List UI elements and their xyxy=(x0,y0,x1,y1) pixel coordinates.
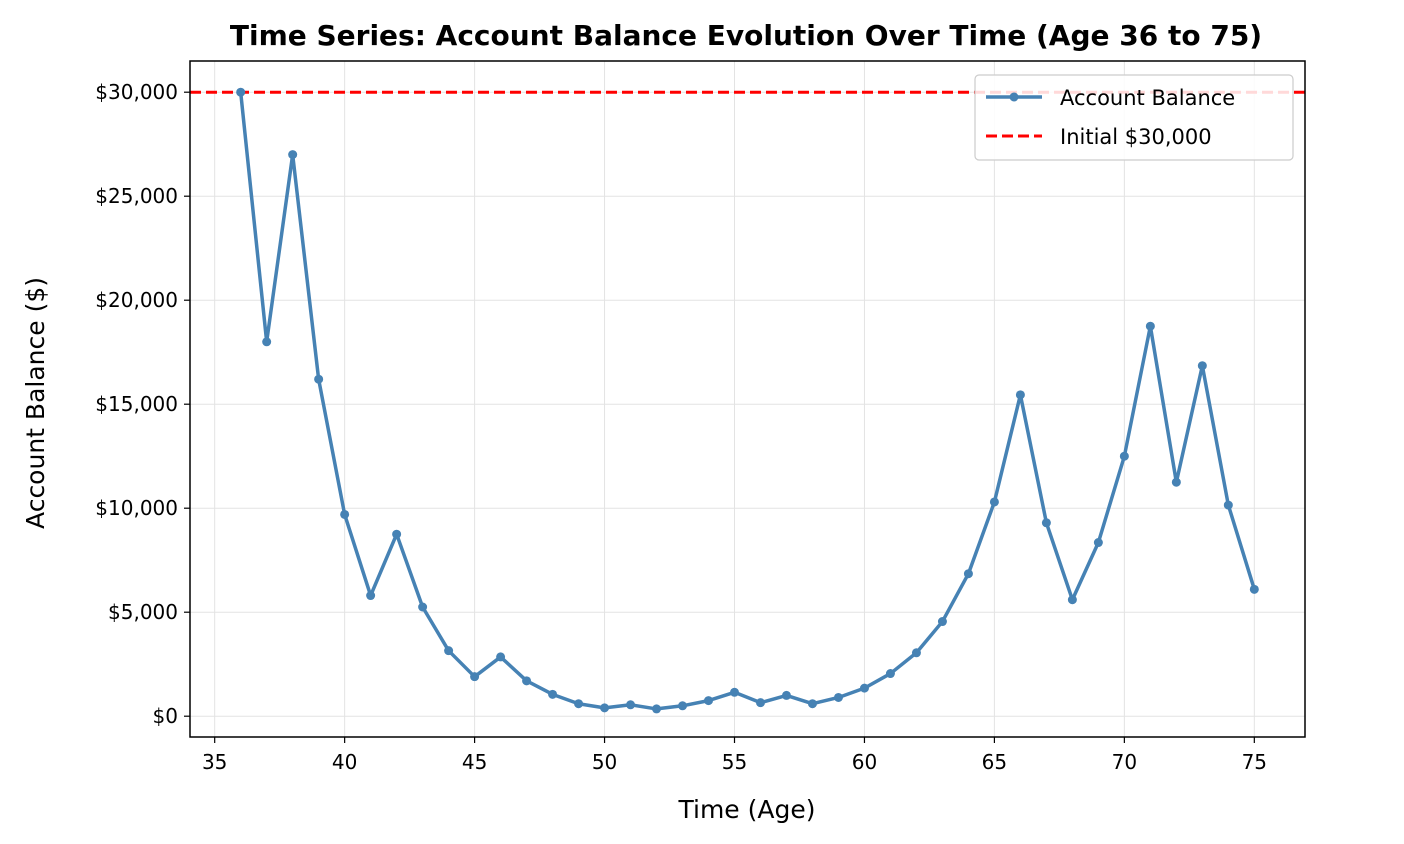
data-point xyxy=(314,374,324,384)
x-axis-ticks: 35 40 45 50 55 60 65 70 75 xyxy=(202,737,1267,774)
grid-layer xyxy=(190,61,1305,737)
data-point xyxy=(470,672,480,682)
y-tick-label: $10,000 xyxy=(95,496,178,520)
data-point xyxy=(781,690,791,700)
chart-title: Time Series: Account Balance Evolution O… xyxy=(230,19,1262,52)
data-point xyxy=(392,529,402,539)
data-point xyxy=(262,337,272,347)
x-tick-label: 70 xyxy=(1112,750,1137,774)
x-tick-label: 55 xyxy=(722,750,747,774)
data-point xyxy=(678,701,688,711)
x-tick-label: 75 xyxy=(1242,750,1267,774)
data-point xyxy=(730,687,740,697)
plot-frame xyxy=(189,60,1306,738)
data-point xyxy=(833,692,843,702)
data-point xyxy=(1015,390,1025,400)
y-tick-label: $25,000 xyxy=(95,184,178,208)
data-point xyxy=(418,602,428,612)
data-point xyxy=(444,646,454,656)
x-tick-label: 45 xyxy=(462,750,487,774)
legend-marker-account-balance xyxy=(1009,92,1019,102)
data-point xyxy=(496,652,506,662)
y-tick-label: $15,000 xyxy=(95,392,178,416)
data-point xyxy=(885,669,895,679)
y-tick-label: $5,000 xyxy=(108,600,178,624)
legend-box xyxy=(974,74,1294,161)
x-tick-label: 40 xyxy=(332,750,357,774)
data-point xyxy=(1067,595,1077,605)
data-point xyxy=(574,699,584,709)
data-point xyxy=(340,509,350,519)
y-tick-label: $0 xyxy=(153,704,178,728)
data-point xyxy=(1145,321,1155,331)
data-point xyxy=(288,150,298,160)
data-point xyxy=(704,696,714,706)
data-point xyxy=(522,676,532,686)
x-tick-label: 60 xyxy=(852,750,877,774)
data-point xyxy=(1197,361,1207,371)
data-point xyxy=(937,617,947,627)
x-tick-label: 65 xyxy=(982,750,1007,774)
data-point xyxy=(1223,500,1233,510)
data-point xyxy=(548,689,558,699)
data-point xyxy=(1249,584,1259,594)
data-point xyxy=(366,591,376,601)
x-tick-label: 35 xyxy=(202,750,227,774)
data-point xyxy=(600,703,610,713)
data-point xyxy=(1171,477,1181,487)
data-point xyxy=(1093,538,1103,548)
y-axis-ticks: $0 $5,000 $10,000 $15,000 $20,000 $25,000 $30,… xyxy=(95,80,190,728)
x-axis-title: Time (Age) xyxy=(678,795,816,824)
y-tick-label: $20,000 xyxy=(95,288,178,312)
x-tick-label: 50 xyxy=(592,750,617,774)
y-tick-label: $30,000 xyxy=(95,80,178,104)
series-layer xyxy=(236,87,1259,714)
data-point xyxy=(911,648,921,658)
legend: Account Balance Initial $30,000 xyxy=(974,74,1294,161)
legend-label-initial-balance: Initial $30,000 xyxy=(1060,125,1212,149)
data-point xyxy=(859,683,869,693)
data-point xyxy=(963,569,973,579)
legend-label-account-balance: Account Balance xyxy=(1060,86,1235,110)
data-point xyxy=(626,700,636,710)
data-point xyxy=(652,704,662,714)
data-point xyxy=(807,699,817,709)
y-axis-title: Account Balance ($) xyxy=(21,277,50,529)
data-point xyxy=(989,497,999,507)
data-point xyxy=(1041,518,1051,528)
data-point xyxy=(236,87,246,97)
account-balance-line xyxy=(238,92,1256,711)
data-point xyxy=(755,698,765,708)
data-point xyxy=(1119,451,1129,461)
